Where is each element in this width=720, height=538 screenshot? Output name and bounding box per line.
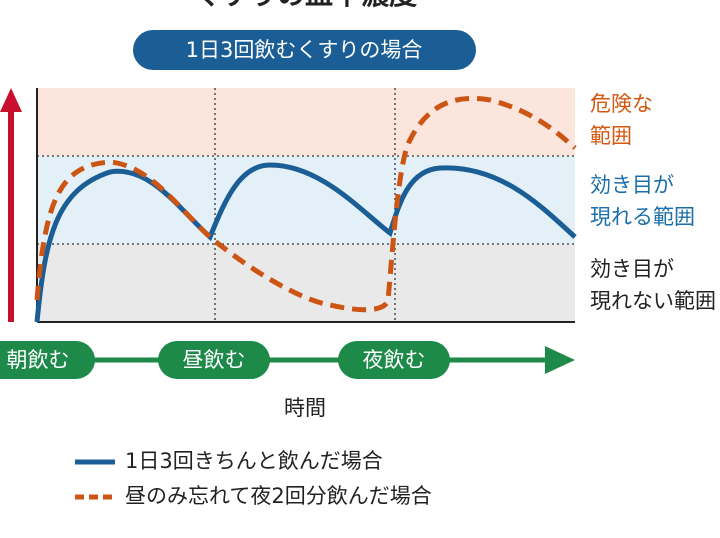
ineffective-zone [37,244,575,322]
dose-pill [0,341,95,379]
x-label: 時間 [284,396,326,420]
danger-zone [37,88,575,156]
regular-curve [34,162,577,323]
zone-label: 範囲 [590,124,632,148]
arrow-head [0,88,22,112]
zone-label: 現れない範囲 [590,289,716,313]
missed-curve [34,95,577,313]
dose-label: 朝飲む [7,348,70,372]
dose-pill [338,341,450,379]
subtitle-pill [133,30,476,70]
zone-label: 現れる範囲 [590,205,695,229]
zone-label: 効き目が [590,257,674,281]
legend-label: 1日3回きちんと飲んだ場合 [125,449,383,473]
subtitle: 1日3回飲むくすりの場合 [186,38,423,62]
legend-label: 昼のみ忘れて夜2回分飲んだ場合 [125,484,432,508]
timeline-head [545,346,575,374]
dose-label: 昼飲む [183,348,246,372]
dose-pill [158,341,270,379]
dose-label: 夜飲む [363,348,426,372]
zone-label: 効き目が [590,173,674,197]
title: くすりの血中濃度 [193,0,417,11]
zone-label: 危険な [590,92,653,116]
